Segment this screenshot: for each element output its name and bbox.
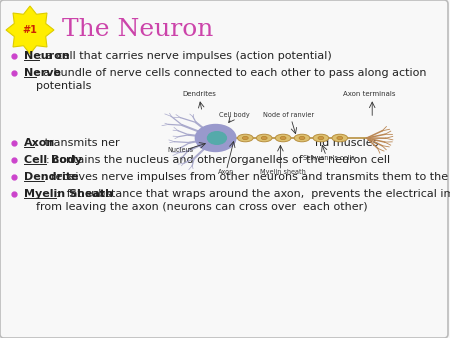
Text: nd muscles: nd muscles	[315, 138, 378, 148]
Text: Nerve: Nerve	[24, 68, 61, 78]
Ellipse shape	[261, 136, 267, 140]
Text: Myelin sheath: Myelin sheath	[260, 169, 306, 175]
Text: : contains the nucleus and other organelles of the neuron cell: : contains the nucleus and other organel…	[46, 155, 391, 165]
Text: : receives nerve impulses from other neurons and transmits them to the cell body: : receives nerve impulses from other neu…	[44, 172, 450, 182]
Text: :  fat substance that wraps around the axon,  prevents the electrical impulse: : fat substance that wraps around the ax…	[56, 189, 450, 199]
Text: Dendrites: Dendrites	[182, 91, 216, 97]
Text: Dendrite: Dendrite	[24, 172, 78, 182]
Ellipse shape	[337, 136, 343, 140]
Ellipse shape	[238, 134, 253, 142]
Polygon shape	[6, 6, 54, 54]
Circle shape	[195, 124, 236, 151]
Ellipse shape	[275, 134, 291, 142]
Text: : a cell that carries nerve impulses (action potential): : a cell that carries nerve impulses (ac…	[39, 51, 332, 61]
Text: Myelin Sheath: Myelin Sheath	[24, 189, 113, 199]
Text: Schwann's cells: Schwann's cells	[303, 154, 355, 161]
Text: The Neuron: The Neuron	[62, 19, 213, 42]
Text: Cell Body: Cell Body	[24, 155, 82, 165]
Ellipse shape	[294, 134, 310, 142]
Text: Axon: Axon	[218, 169, 234, 175]
Text: Neuron: Neuron	[24, 51, 70, 61]
Text: :  transmits ner: : transmits ner	[34, 138, 120, 148]
Ellipse shape	[318, 136, 324, 140]
Text: : a bundle of nerve cells connected to each other to pass along action: : a bundle of nerve cells connected to e…	[36, 68, 427, 78]
Ellipse shape	[299, 136, 305, 140]
Ellipse shape	[280, 136, 286, 140]
Text: #1: #1	[22, 25, 37, 35]
Text: Nucleus: Nucleus	[167, 147, 194, 153]
Text: Cell body: Cell body	[219, 112, 250, 118]
Text: potentials: potentials	[36, 81, 91, 91]
Ellipse shape	[256, 134, 272, 142]
Text: Node of ranvier: Node of ranvier	[263, 112, 314, 118]
Ellipse shape	[332, 134, 348, 142]
Text: from leaving the axon (neurons can cross over  each other): from leaving the axon (neurons can cross…	[36, 202, 368, 212]
Text: Axon terminals: Axon terminals	[343, 91, 396, 97]
Circle shape	[207, 132, 226, 144]
Ellipse shape	[243, 136, 248, 140]
Text: Axon: Axon	[24, 138, 55, 148]
Ellipse shape	[313, 134, 329, 142]
